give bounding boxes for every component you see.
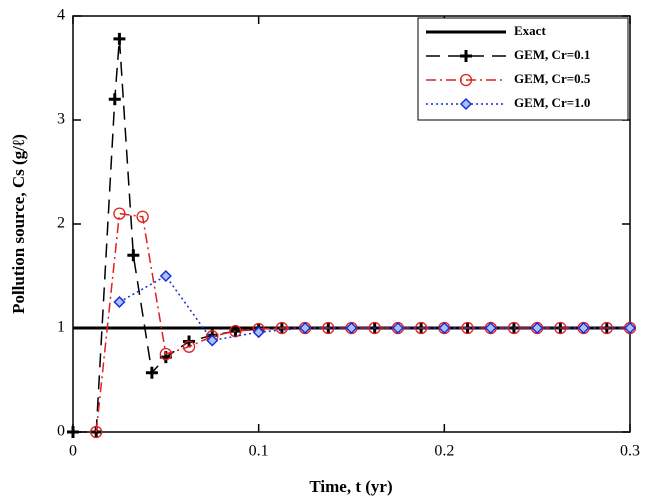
legend: Exact GEM, Cr=0.1 GEM, Cr=0.5 GEM, Cr=1.0: [417, 17, 629, 121]
marker: [623, 321, 637, 335]
marker: [461, 321, 474, 335]
series-line: [95, 212, 630, 433]
x-tick-label: 0: [69, 443, 77, 460]
marker: [145, 366, 158, 379]
marker: [459, 97, 473, 111]
marker: [438, 321, 451, 335]
x-tick-label: 0.1: [249, 443, 269, 460]
marker: [182, 340, 196, 353]
marker: [531, 321, 544, 335]
y-tick-label: 3: [57, 111, 65, 128]
y-tick-label: 2: [57, 215, 65, 232]
marker: [459, 73, 473, 87]
marker: [136, 210, 149, 223]
legend-label: GEM, Cr=0.5: [514, 71, 591, 86]
marker: [484, 321, 497, 335]
series-line: [73, 38, 630, 433]
marker: [600, 321, 613, 335]
marker: [345, 321, 358, 335]
legend-box: [417, 17, 629, 121]
marker: [113, 32, 126, 45]
marker: [90, 425, 103, 439]
marker: [127, 249, 140, 262]
y-tick-label: 1: [57, 319, 65, 336]
legend-label: GEM, Cr=1.0: [514, 95, 590, 110]
marker: [252, 326, 265, 339]
marker: [391, 321, 404, 335]
marker: [460, 50, 472, 62]
marker: [159, 347, 172, 361]
marker: [206, 334, 219, 347]
marker: [159, 269, 172, 283]
legend-label: Exact: [514, 23, 546, 38]
y-tick-label: 4: [57, 7, 65, 24]
marker: [299, 321, 312, 335]
marker: [67, 426, 79, 438]
marker: [108, 93, 121, 106]
marker: [113, 295, 126, 309]
marker: [275, 321, 289, 335]
y-tick-label: 0: [57, 423, 65, 440]
legend-label: GEM, Cr=0.1: [514, 47, 590, 62]
series-line: [119, 275, 630, 342]
x-tick-label: 0.2: [434, 443, 454, 460]
y-axis-label: Pollution source, Cs (g/ℓ): [9, 134, 28, 314]
marker: [113, 207, 126, 220]
marker: [577, 321, 590, 335]
x-axis-label: Time, t (yr): [309, 477, 392, 496]
x-tick-label: 0.3: [620, 443, 640, 460]
